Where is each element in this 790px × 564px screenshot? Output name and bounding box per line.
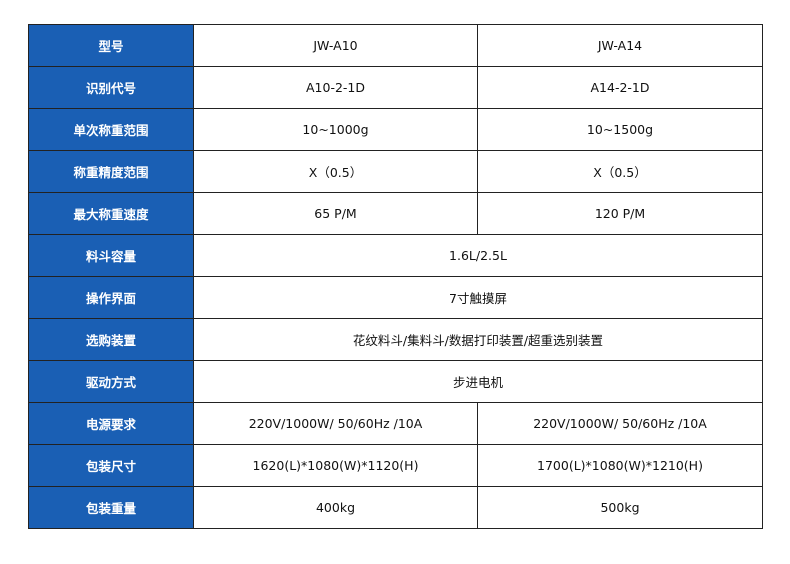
shared-value-cell: 步进电机: [193, 360, 763, 403]
row-label: 操作界面: [28, 276, 194, 319]
shared-value-cell: 7寸触摸屏: [193, 276, 763, 319]
model-a-value-cell: 10~1000g: [193, 108, 478, 151]
spec-table: 型号 JW-A10 JW-A14 识别代号 A10-2-1D A14-2-1D 单次称重范围…: [28, 24, 763, 529]
model-a-value-cell: X（0.5）: [193, 150, 478, 193]
row-label: 选购装置: [28, 318, 194, 361]
table-row: 称重精度范围 X（0.5） X（0.5）: [28, 150, 763, 193]
row-label: 识别代号: [28, 66, 194, 109]
row-label: 电源要求: [28, 402, 194, 445]
row-label: 包装尺寸: [28, 444, 194, 487]
model-b-value-cell: 10~1500g: [477, 108, 763, 151]
row-label: 型号: [28, 24, 194, 67]
model-a-value-cell: 400kg: [193, 486, 478, 529]
row-label: 最大称重速度: [28, 192, 194, 235]
shared-value-cell: 1.6L/2.5L: [193, 234, 763, 277]
model-b-value-cell: A14-2-1D: [477, 66, 763, 109]
model-b-value-cell: 120 P/M: [477, 192, 763, 235]
table-row: 驱动方式 步进电机: [28, 360, 763, 403]
table-row: 选购装置 花纹料斗/集料斗/数据打印装置/超重选别装置: [28, 318, 763, 361]
model-a-value-cell: 1620(L)*1080(W)*1120(H): [193, 444, 478, 487]
model-a-value-cell: 65 P/M: [193, 192, 478, 235]
table-row: 电源要求 220V/1000W/ 50/60Hz /10A 220V/1000W/ …: [28, 402, 763, 445]
model-b-value-cell: 500kg: [477, 486, 763, 529]
table-row: 型号 JW-A10 JW-A14: [28, 24, 763, 67]
model-b-value-cell: 1700(L)*1080(W)*1210(H): [477, 444, 763, 487]
row-label: 驱动方式: [28, 360, 194, 403]
model-b-value-cell: JW-A14: [477, 24, 763, 67]
table-row: 最大称重速度 65 P/M 120 P/M: [28, 192, 763, 235]
table-row: 识别代号 A10-2-1D A14-2-1D: [28, 66, 763, 109]
table-row: 单次称重范围 10~1000g 10~1500g: [28, 108, 763, 151]
spec-table-body: 型号 JW-A10 JW-A14 识别代号 A10-2-1D A14-2-1D 单次称重范围…: [28, 24, 763, 529]
table-row: 料斗容量 1.6L/2.5L: [28, 234, 763, 277]
table-row: 包装重量 400kg 500kg: [28, 486, 763, 529]
model-b-value-cell: 220V/1000W/ 50/60Hz /10A: [477, 402, 763, 445]
row-label: 包装重量: [28, 486, 194, 529]
model-a-value-cell: 220V/1000W/ 50/60Hz /10A: [193, 402, 478, 445]
shared-value-cell: 花纹料斗/集料斗/数据打印装置/超重选别装置: [193, 318, 763, 361]
table-row: 操作界面 7寸触摸屏: [28, 276, 763, 319]
model-a-value-cell: JW-A10: [193, 24, 478, 67]
model-b-value-cell: X（0.5）: [477, 150, 763, 193]
row-label: 称重精度范围: [28, 150, 194, 193]
row-label: 料斗容量: [28, 234, 194, 277]
row-label: 单次称重范围: [28, 108, 194, 151]
model-a-value-cell: A10-2-1D: [193, 66, 478, 109]
table-row: 包装尺寸 1620(L)*1080(W)*1120(H) 1700(L)*1080(…: [28, 444, 763, 487]
